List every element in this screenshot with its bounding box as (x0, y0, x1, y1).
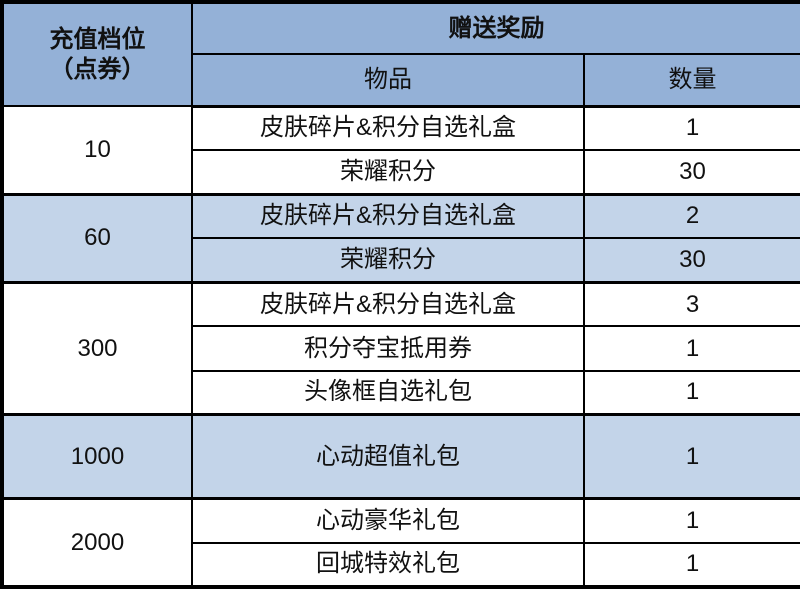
tier-cell-1000: 1000 (1, 413, 193, 500)
item-cell: 皮肤碎片&积分自选礼盒 (191, 280, 585, 328)
qty-cell: 1 (583, 104, 800, 152)
item-cell: 心动超值礼包 (191, 413, 585, 500)
qty-cell: 1 (583, 541, 800, 589)
qty-cell: 2 (583, 192, 800, 240)
item-cell: 头像框自选礼包 (191, 369, 585, 416)
qty-cell: 30 (583, 149, 800, 196)
header-rewards-cell: 赠送奖励 (191, 1, 800, 55)
header-item-cell: 物品 (191, 53, 585, 108)
item-cell: 荣耀积分 (191, 149, 585, 196)
header-tier-line2: （点券） (49, 55, 146, 83)
item-cell: 心动豪华礼包 (191, 497, 585, 544)
qty-cell: 1 (583, 497, 800, 544)
header-qty-cell: 数量 (583, 53, 800, 108)
tier-cell-300: 300 (1, 280, 193, 416)
item-cell: 荣耀积分 (191, 237, 585, 284)
tier-cell-10: 10 (1, 104, 193, 196)
item-cell: 皮肤碎片&积分自选礼盒 (191, 192, 585, 240)
header-tier-line1: 充值档位 (49, 25, 146, 53)
tier-cell-60: 60 (1, 192, 193, 284)
header-tier-cell: 充值档位 （点券） (1, 1, 193, 107)
item-cell: 积分夺宝抵用券 (191, 325, 585, 372)
item-cell: 皮肤碎片&积分自选礼盒 (191, 104, 585, 152)
item-cell: 回城特效礼包 (191, 541, 585, 589)
tier-cell-2000: 2000 (1, 497, 193, 589)
qty-cell: 1 (583, 413, 800, 500)
qty-cell: 30 (583, 237, 800, 284)
qty-cell: 1 (583, 369, 800, 416)
qty-cell: 1 (583, 325, 800, 372)
qty-cell: 3 (583, 280, 800, 328)
